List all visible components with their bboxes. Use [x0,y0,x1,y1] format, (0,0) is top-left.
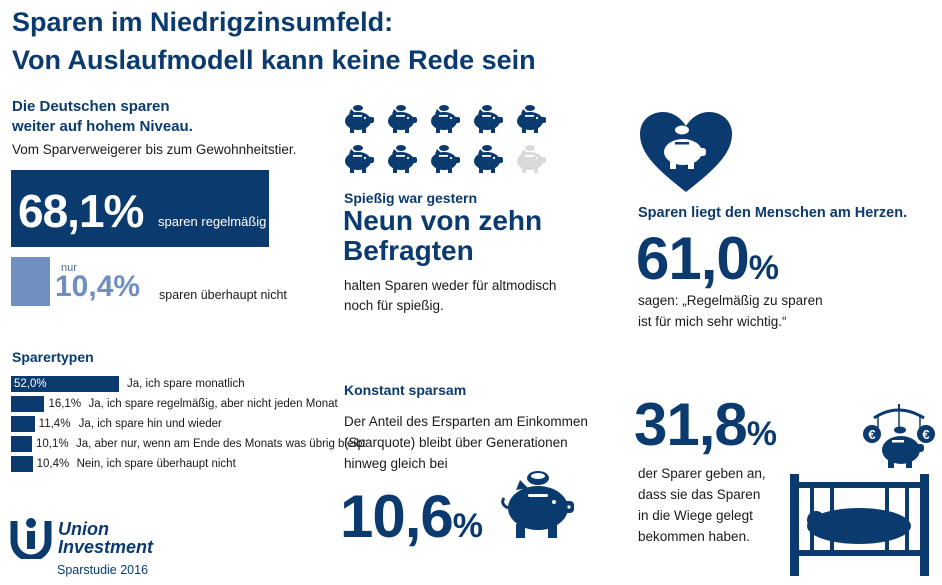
svg-text:€: € [922,427,929,442]
piggy-bank-grid [342,104,557,180]
sparquote-value: 10,6% [340,483,483,559]
piggy-bank-icon [474,105,503,133]
sparertypen-bar-value: 16,1% [48,398,82,410]
chart-title: Sparertypen [12,349,94,365]
cradle-mobile-icon: € € [790,404,935,576]
cradle-text-line4: bekommen haben. [638,529,750,544]
sparertypen-bar-label: Ja, ich spare regelmäßig, aber nicht jed… [88,398,338,410]
left-heading-line2: weiter auf hohem Niveau. [12,118,193,135]
konstant-heading: Konstant sparsam [344,382,467,398]
page-title-line2: Von Auslaufmodell kann keine Rede sein [12,45,536,75]
sparertypen-bar [11,456,33,472]
sparertypen-bar [11,436,32,452]
left-heading-line1: Die Deutschen sparen [12,98,170,115]
regular-savers-box: 68,1% sparen regelmäßig [11,170,269,247]
middle-headline-line1: Neun von zehn [343,205,543,236]
heart-text-line1: sagen: „Regelmäßig zu sparen [638,293,823,308]
sparertypen-bar-label: Ja, ich spare monatlich [127,378,245,390]
piggy-bank-icon [431,105,460,133]
sparertypen-bar-label: Nein, ich spare überhaupt nicht [76,458,236,470]
sparertypen-bar-value: 10,4% [36,458,70,470]
sparertypen-bar-value: 52,0% [14,378,47,390]
svg-text:€: € [868,427,875,442]
cradle-percent: % [746,415,777,453]
piggy-bank-coin-icon [501,471,574,538]
sparertypen-bar [11,416,35,432]
logo-caption: Sparstudie 2016 [57,563,149,577]
konstant-text-line1: Der Anteil des Ersparten am Einkommen [344,414,588,429]
logo-text-investment: Investment [58,537,154,557]
middle-headline-line2: Befragten [343,235,474,266]
piggy-bank-icon [345,145,374,173]
cradle-text-line1: der Sparer geben an, [638,466,766,481]
heart-text-line2: ist für mich sehr wichtig.“ [638,314,787,329]
middle-text-line1: halten Sparen weder für altmodisch [344,278,557,293]
non-savers-value: 10,4% [55,270,141,303]
konstant-text-line2: (Sparquote) bleibt über Generationen [344,435,568,450]
page-title-line1: Sparen im Niedrigzinsumfeld: [12,7,394,37]
non-savers-nur: nur [61,262,77,274]
regular-savers-label: sparen regelmäßig [158,214,267,229]
middle-text-line2: noch für spießig. [344,298,444,313]
cradle-number: 31,8 [634,391,748,458]
heart-number: 61,0 [636,225,750,292]
sparertypen-bar-value: 11,4% [38,418,71,430]
non-savers-label: sparen überhaupt nicht [159,288,287,302]
piggy-bank-icon [388,145,417,173]
sparquote-percent: % [452,507,483,545]
sparertypen-bar-value: 10,1% [35,438,69,450]
sparquote-number: 10,6 [340,483,454,550]
logo-text-union: Union [58,519,109,539]
piggy-bank-icon [345,105,374,133]
union-investment-logo-icon [10,518,52,559]
piggy-bank-icon [388,105,417,133]
heart-heading: Sparen liegt den Menschen am Herzen. [638,205,908,221]
heart-percent: % [748,249,779,287]
piggy-bank-icon [517,105,546,133]
cradle-text-line3: in die Wiege gelegt [638,508,753,523]
sparertypen-bar-label: Ja, ich spare hin und wieder [78,418,222,430]
sparertypen-chart: 52,0% Ja, ich spare monatlich 16,1% Ja, ich… [11,376,366,481]
cradle-text-line2: dass sie das Sparen [638,487,761,502]
sparertypen-bar-label: Ja, aber nur, wenn am Ende des Monats wa… [75,438,366,450]
sparertypen-bar [11,376,119,392]
heart-piggy-icon [640,112,732,192]
piggy-bank-icon [517,145,546,173]
cradle-value: 31,8% [634,391,777,467]
non-savers-box [11,257,50,306]
middle-kicker: Spießig war gestern [344,190,478,206]
konstant-text-line3: hinweg gleich bei [344,456,448,471]
sparertypen-bar [11,396,45,412]
regular-savers-value: 68,1% [18,185,144,237]
left-subheading: Vom Sparverweigerer bis zum Gewohnheitst… [12,142,297,157]
heart-value: 61,0% [636,225,779,301]
piggy-bank-icon [474,145,503,173]
piggy-bank-icon [431,145,460,173]
